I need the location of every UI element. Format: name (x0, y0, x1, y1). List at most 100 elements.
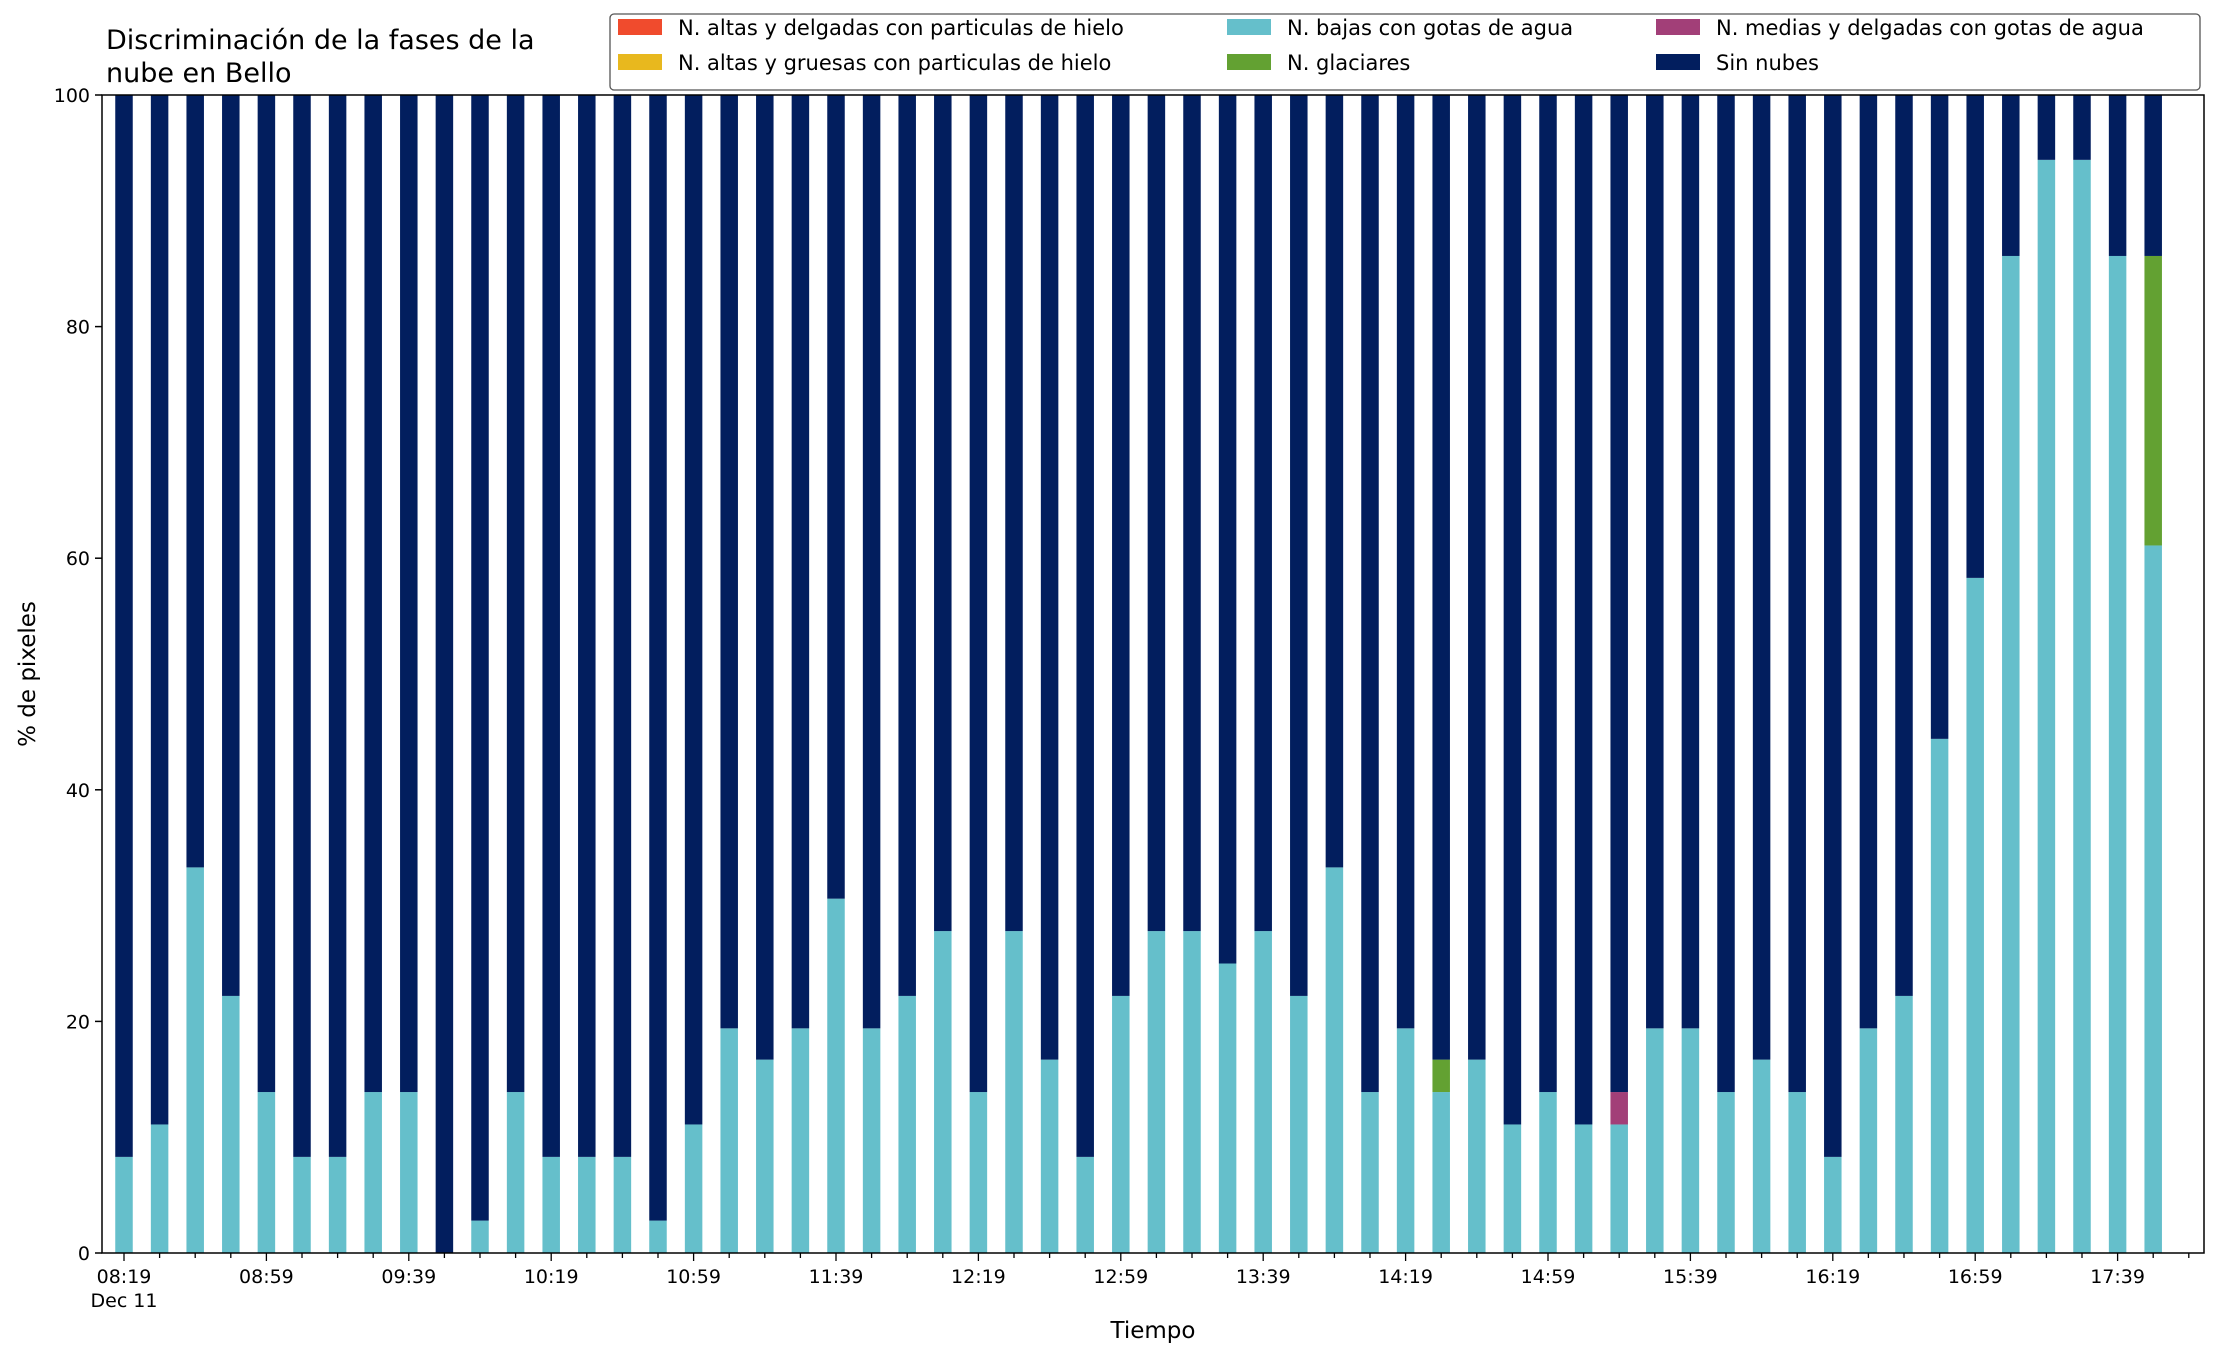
y-tick-label: 60 (66, 548, 90, 570)
bar-segment (1681, 1028, 1700, 1253)
bar-segment (1966, 577, 1984, 1253)
bar-segment (542, 95, 560, 1157)
bar-segment (328, 1156, 347, 1253)
legend-frame (609, 13, 2201, 91)
bar-segment (649, 1220, 667, 1253)
bar-segment (1468, 1059, 1486, 1253)
bar-segment (150, 95, 169, 1125)
bar-segment (1290, 995, 1308, 1253)
bar-segment (400, 1092, 418, 1253)
y-tick-label: 0 (78, 1243, 90, 1265)
legend-entry-label: N. medias y delgadas con gotas de agua (1716, 16, 2144, 40)
bar-segment (1076, 1156, 1094, 1253)
bar-segment (1681, 95, 1700, 1029)
bar-segment (293, 1156, 311, 1253)
bar-segment (150, 1124, 169, 1253)
x-tick-label: 16:59 (1948, 1266, 2003, 1288)
bar-segment (1112, 995, 1130, 1253)
bar-segment (115, 1156, 133, 1253)
bar-segment (2108, 95, 2127, 256)
bar-segment (756, 1059, 774, 1253)
x-tick-label: 17:39 (2090, 1266, 2145, 1288)
bar-segment (1752, 1059, 1771, 1253)
bar-segment (720, 1028, 738, 1253)
x-tick-label: 14:19 (1378, 1266, 1433, 1288)
bar-segment (1788, 95, 1806, 1093)
bar-segment (756, 95, 774, 1060)
bar-segment (1076, 95, 1094, 1157)
bar-segment (257, 95, 276, 1093)
bar-segment (1218, 963, 1237, 1253)
chart-legend: N. altas y delgadas con particulas de hi… (609, 13, 2201, 91)
bar-segment (471, 1220, 489, 1253)
x-axis-label: Tiempo (1110, 1318, 1196, 1344)
x-tick-label: 11:39 (809, 1266, 864, 1288)
bar-segment (827, 95, 845, 899)
bar-segment (1218, 95, 1237, 964)
bar-segment (791, 95, 810, 1029)
x-tick-sublabel: Dec 11 (91, 1290, 158, 1312)
y-axis-label: % de pixeles (15, 601, 41, 747)
bar-segment (1325, 95, 1344, 868)
bar-segment (222, 995, 240, 1253)
y-tick-label: 100 (54, 85, 90, 107)
legend-entry-label: N. altas y delgadas con particulas de hi… (678, 16, 1124, 40)
bar-segment (1254, 95, 1272, 932)
bar-segment (934, 931, 952, 1253)
bar-segment (1646, 1028, 1664, 1253)
bar-segment (1859, 95, 1878, 1029)
bar-segment (1503, 1124, 1522, 1253)
bar-segment (1432, 1059, 1450, 1093)
bar-segment (1895, 95, 1913, 996)
bar-segment (1325, 867, 1344, 1253)
bar-segment (898, 995, 916, 1253)
bar-segment (1574, 95, 1593, 1125)
bar-segment (364, 95, 382, 1093)
bar-segment (2073, 95, 2091, 160)
bar-segment (186, 95, 204, 868)
bar-segment (222, 95, 240, 996)
bar-segment (1503, 95, 1522, 1125)
x-tick-label: 13:39 (1236, 1266, 1291, 1288)
bar-segment (435, 95, 454, 1253)
bar-segment (969, 1092, 988, 1253)
x-tick-label: 08:19 (97, 1266, 152, 1288)
bar-segment (684, 95, 703, 1125)
bar-segment (791, 1028, 810, 1253)
bar-segment (1574, 1124, 1593, 1253)
bar-segment (1930, 95, 1949, 739)
bar-segment (400, 95, 418, 1093)
bar-segment (1646, 95, 1664, 1029)
bar-segment (1040, 1059, 1059, 1253)
bar-segment (578, 1156, 596, 1253)
bar-segment (2144, 255, 2162, 546)
bar-segment (2144, 545, 2162, 1253)
bar-segment (1610, 1092, 1628, 1125)
bar-segment (1859, 1028, 1878, 1253)
bar-segment (186, 867, 204, 1253)
bar-segment (1005, 95, 1023, 932)
bar-segment (578, 95, 596, 1157)
x-tick-label: 10:19 (524, 1266, 579, 1288)
bar-segment (613, 95, 632, 1157)
x-tick-label: 12:59 (1093, 1266, 1148, 1288)
bar-segment (293, 95, 311, 1157)
bar-segment (827, 898, 845, 1253)
bar-segment (1147, 931, 1166, 1253)
bar-segment (1183, 931, 1201, 1253)
bar-segment (1788, 1092, 1806, 1253)
bar-segment (257, 1092, 276, 1253)
chart-title-line-1: Discriminación de la fases de la (106, 25, 535, 56)
bar-segment (115, 95, 133, 1157)
bar-segment (2002, 255, 2020, 1253)
bar-segment (1290, 95, 1308, 996)
x-tick-label: 16:19 (1805, 1266, 1860, 1288)
bar-segment (506, 95, 525, 1093)
bar-segment (1752, 95, 1771, 1060)
y-tick-label: 40 (66, 780, 90, 802)
bar-segment (1112, 95, 1130, 996)
bar-segment (1539, 1092, 1557, 1253)
y-axis: 0 20 40 60 80 100 (54, 85, 102, 1265)
